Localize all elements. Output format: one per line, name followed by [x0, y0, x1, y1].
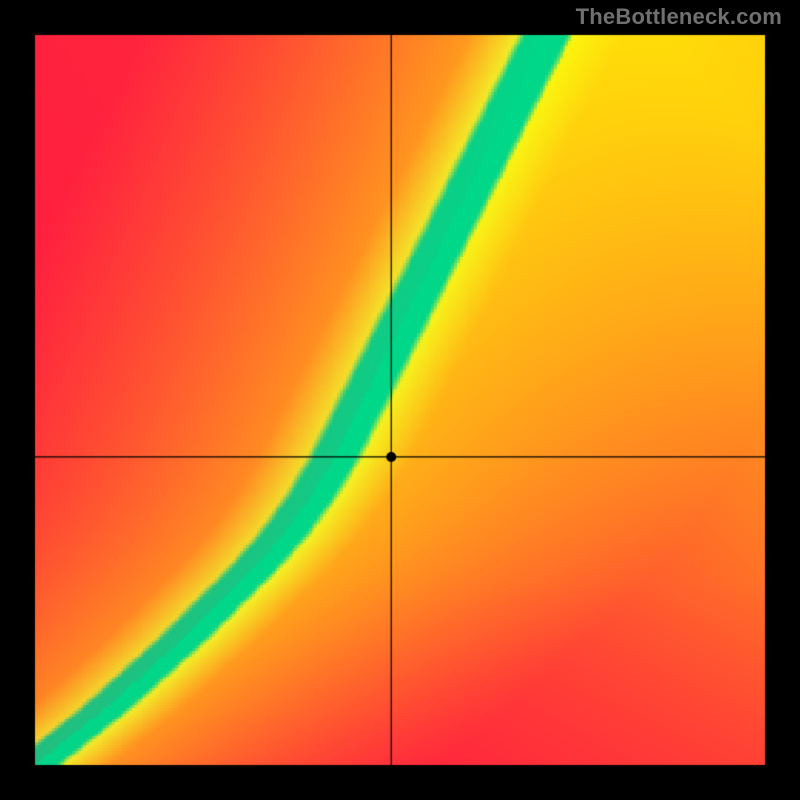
watermark-text: TheBottleneck.com: [576, 4, 782, 30]
chart-container: TheBottleneck.com: [0, 0, 800, 800]
heatmap-canvas: [0, 0, 800, 800]
